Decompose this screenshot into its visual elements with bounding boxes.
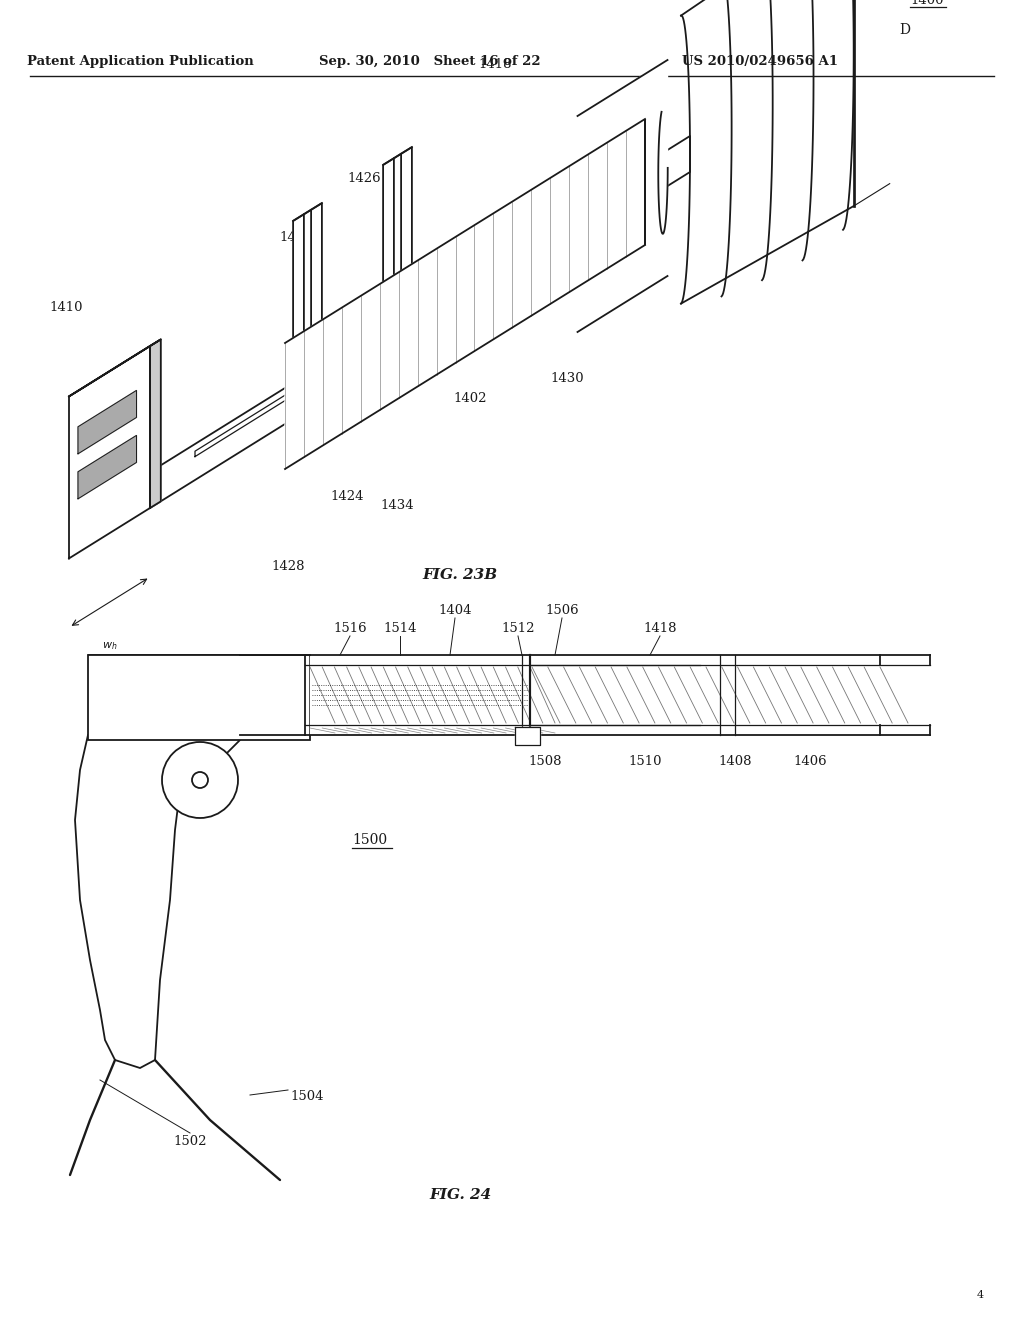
- Text: US 2010/0249656 A1: US 2010/0249656 A1: [682, 55, 838, 69]
- Text: 1402: 1402: [454, 392, 486, 405]
- Text: D: D: [900, 22, 910, 37]
- Polygon shape: [293, 210, 311, 455]
- Text: $w_h$: $w_h$: [101, 640, 117, 652]
- Text: 1404: 1404: [438, 605, 472, 616]
- Polygon shape: [69, 339, 161, 396]
- Text: 4: 4: [977, 1290, 984, 1300]
- Text: 1410: 1410: [49, 301, 83, 314]
- Polygon shape: [304, 203, 322, 449]
- Polygon shape: [78, 391, 136, 454]
- Text: 1404: 1404: [280, 231, 312, 244]
- Text: 1434: 1434: [380, 499, 414, 512]
- Text: 1502: 1502: [173, 1135, 207, 1148]
- Polygon shape: [578, 59, 668, 333]
- Text: $d_{wt}$: $d_{wt}$: [493, 268, 511, 282]
- Text: 1428: 1428: [271, 560, 305, 573]
- Circle shape: [162, 742, 238, 818]
- Text: 1424: 1424: [331, 491, 365, 503]
- Text: 1418: 1418: [643, 622, 677, 635]
- Text: 1514: 1514: [383, 622, 417, 635]
- Text: Patent Application Publication: Patent Application Publication: [27, 55, 253, 69]
- Text: Sep. 30, 2010   Sheet 16 of 22: Sep. 30, 2010 Sheet 16 of 22: [319, 55, 541, 69]
- Polygon shape: [69, 346, 150, 558]
- Text: 1512: 1512: [502, 622, 535, 635]
- Polygon shape: [285, 119, 645, 469]
- Polygon shape: [150, 339, 161, 508]
- Text: 1504: 1504: [290, 1090, 324, 1104]
- Text: 1510: 1510: [629, 755, 662, 768]
- Polygon shape: [150, 136, 690, 508]
- Text: FIG. 23B: FIG. 23B: [423, 568, 498, 582]
- Polygon shape: [310, 656, 530, 734]
- Text: 1430: 1430: [550, 372, 584, 385]
- Polygon shape: [515, 727, 540, 744]
- Text: 1516: 1516: [333, 622, 367, 635]
- Text: 1400: 1400: [910, 0, 944, 7]
- Text: 1508: 1508: [528, 755, 562, 768]
- Text: 1406: 1406: [794, 755, 826, 768]
- Polygon shape: [75, 655, 240, 1068]
- Text: 1426: 1426: [347, 172, 381, 185]
- Text: FIG. 24: FIG. 24: [429, 1188, 492, 1203]
- Text: 1436: 1436: [183, 760, 217, 774]
- Polygon shape: [394, 147, 412, 392]
- Text: 1506: 1506: [545, 605, 579, 616]
- Polygon shape: [88, 655, 310, 741]
- Text: 1500: 1500: [352, 833, 387, 847]
- Circle shape: [193, 772, 208, 788]
- Text: 1408: 1408: [718, 755, 752, 768]
- Polygon shape: [78, 436, 136, 499]
- Polygon shape: [383, 153, 401, 399]
- Text: 1418: 1418: [478, 58, 512, 70]
